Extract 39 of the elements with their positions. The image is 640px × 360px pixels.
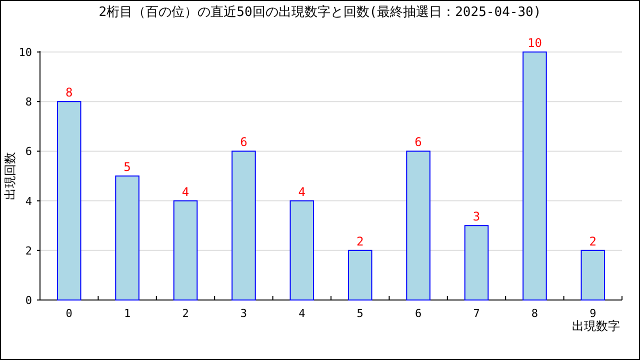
data-label: 2 [356, 234, 364, 248]
x-axis-title: 出現数字 [572, 319, 620, 333]
y-tick-label: 2 [25, 244, 32, 258]
data-label: 10 [527, 36, 542, 50]
x-tick-label: 6 [414, 307, 422, 320]
x-tick-label: 8 [531, 307, 538, 320]
bar [290, 200, 314, 300]
y-tick-label: 10 [18, 46, 32, 59]
bar [232, 150, 256, 300]
bar [173, 200, 198, 300]
x-tick-label: 7 [473, 307, 480, 320]
data-label: 4 [298, 184, 306, 199]
bar [522, 52, 547, 300]
data-label: 6 [414, 135, 422, 150]
data-label: 8 [65, 86, 73, 100]
x-tick-label: 4 [298, 307, 306, 320]
y-tick-label: 8 [25, 96, 32, 109]
bar [115, 176, 140, 300]
data-label: 2 [589, 234, 597, 248]
bar [464, 225, 489, 300]
y-axis-title: 出現回数 [3, 152, 17, 200]
data-label: 4 [182, 184, 190, 199]
y-tick-label: 4 [25, 194, 32, 208]
data-label: 5 [124, 160, 131, 174]
x-tick-label: 3 [240, 307, 248, 320]
x-tick-label: 9 [590, 307, 596, 320]
x-tick-label: 0 [66, 307, 72, 320]
data-label: 6 [240, 135, 248, 150]
bar [348, 250, 372, 300]
bar [580, 250, 606, 300]
y-tick-label: 0 [25, 294, 32, 307]
chart-title: 2桁目（百の位）の直近50回の出現数字と回数(最終抽選日：2025-04-30) [98, 4, 542, 20]
data-label: 3 [472, 210, 480, 224]
x-tick-label: 1 [124, 307, 131, 320]
bar [56, 101, 82, 300]
y-tick-label: 6 [25, 145, 32, 158]
bar [406, 150, 430, 300]
x-tick-label: 5 [356, 307, 364, 320]
x-tick-label: 2 [182, 307, 189, 320]
